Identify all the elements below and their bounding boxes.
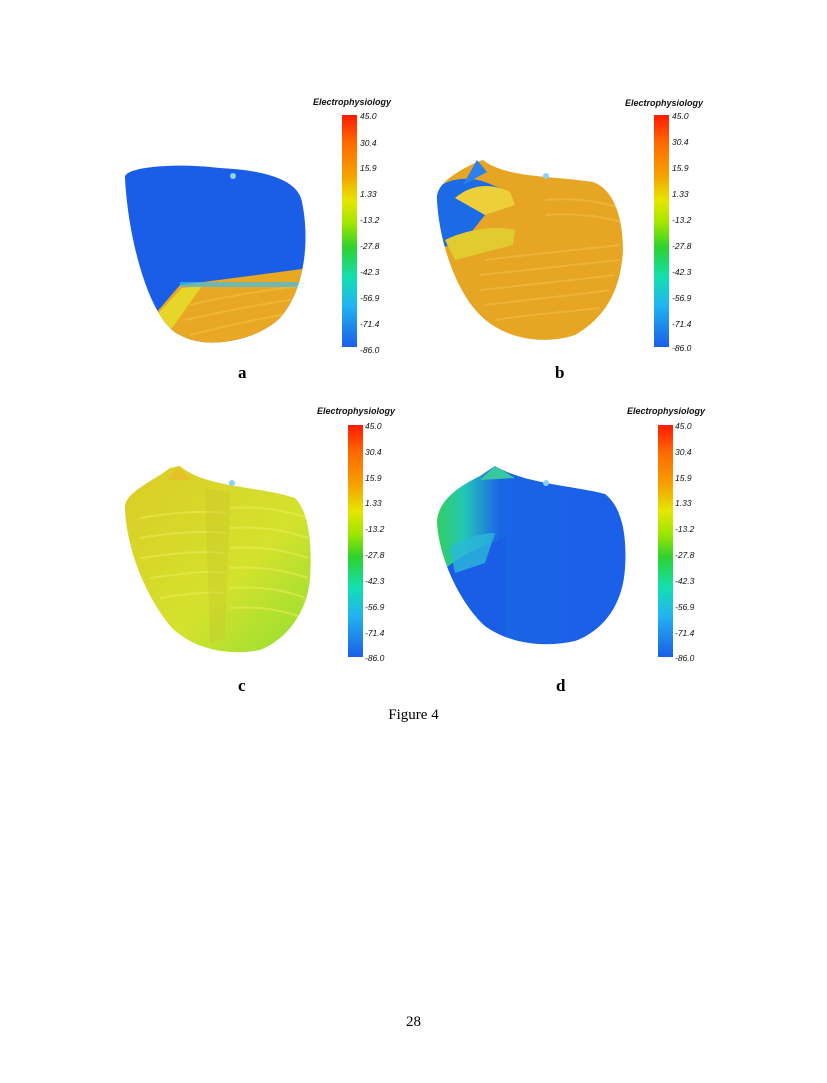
colorbar-tick: -13.2 xyxy=(365,524,385,534)
colorbar-tick: -27.8 xyxy=(675,550,695,560)
colorbar-title: Electrophysiology xyxy=(627,406,706,416)
colorbar-tick: 45.0 xyxy=(675,421,692,431)
colorbar-tick: -13.2 xyxy=(360,215,380,225)
figure-caption: Figure 4 xyxy=(388,707,439,723)
panel-label: b xyxy=(555,363,565,382)
colorbar xyxy=(342,115,357,347)
colorbar-tick: 30.4 xyxy=(675,447,692,457)
colorbar-tick: -56.9 xyxy=(675,602,695,612)
colorbar-title: Electrophysiology xyxy=(313,97,392,107)
figure-panel-d: Electrophysiology 45.0 30.4 15.9 1.33 -1… xyxy=(425,398,745,695)
colorbar-tick: -71.4 xyxy=(672,319,692,329)
colorbar-tick: -27.8 xyxy=(672,241,692,251)
colorbar-tick: -42.3 xyxy=(672,267,692,277)
colorbar-tick: -13.2 xyxy=(672,215,692,225)
colorbar-tick: -56.9 xyxy=(365,602,385,612)
colorbar-tick: 15.9 xyxy=(672,163,689,173)
colorbar-title: Electrophysiology xyxy=(625,98,704,108)
colorbar-tick: 1.33 xyxy=(365,498,382,508)
colorbar-tick: 45.0 xyxy=(672,111,689,121)
colorbar-tick: -86.0 xyxy=(675,653,695,663)
figure-panel-b: Electrophysiology 45.0 30.4 15.9 1.33 -1… xyxy=(425,90,745,382)
colorbar xyxy=(658,425,673,657)
colorbar-tick: -13.2 xyxy=(675,524,695,534)
figure-panel-c: Electrophysiology 45.0 30.4 15.9 1.33 -1… xyxy=(110,398,430,695)
colorbar-tick: 30.4 xyxy=(672,137,689,147)
colorbar-tick: -42.3 xyxy=(360,267,380,277)
heart-model-c xyxy=(124,466,311,653)
colorbar xyxy=(654,115,669,347)
heart-model-d xyxy=(437,466,626,645)
colorbar-tick: -27.8 xyxy=(360,241,380,251)
colorbar-tick: 15.9 xyxy=(360,163,377,173)
page-number: 28 xyxy=(406,1014,421,1030)
colorbar-tick: 30.4 xyxy=(365,447,382,457)
colorbar-tick: 1.33 xyxy=(675,498,692,508)
colorbar-tick: -56.9 xyxy=(360,293,380,303)
panel-label: a xyxy=(238,363,247,382)
figure-panel-a: Electrophysiology 45.0 30.4 15.9 1.33 -1… xyxy=(110,90,430,382)
colorbar-tick: 1.33 xyxy=(360,189,377,199)
colorbar-tick: -86.0 xyxy=(672,343,692,353)
colorbar-tick: -27.8 xyxy=(365,550,385,560)
heart-model-b xyxy=(436,160,624,340)
colorbar-tick: 45.0 xyxy=(360,111,377,121)
colorbar-tick: -56.9 xyxy=(672,293,692,303)
colorbar xyxy=(348,425,363,657)
colorbar-tick: 45.0 xyxy=(365,421,382,431)
colorbar-tick: -42.3 xyxy=(675,576,695,586)
colorbar-tick: 15.9 xyxy=(675,473,692,483)
colorbar-tick: -71.4 xyxy=(675,628,695,638)
colorbar-tick: -86.0 xyxy=(365,653,385,663)
colorbar-tick: -71.4 xyxy=(360,319,380,329)
colorbar-title: Electrophysiology xyxy=(317,406,396,416)
panel-label: d xyxy=(556,676,566,695)
heart-model-a xyxy=(124,165,306,343)
colorbar-tick: -71.4 xyxy=(365,628,385,638)
colorbar-tick: 15.9 xyxy=(365,473,382,483)
panel-label: c xyxy=(238,676,246,695)
colorbar-tick: 30.4 xyxy=(360,138,377,148)
colorbar-tick: -42.3 xyxy=(365,576,385,586)
colorbar-tick: 1.33 xyxy=(672,189,689,199)
colorbar-tick: -86.0 xyxy=(360,345,380,355)
